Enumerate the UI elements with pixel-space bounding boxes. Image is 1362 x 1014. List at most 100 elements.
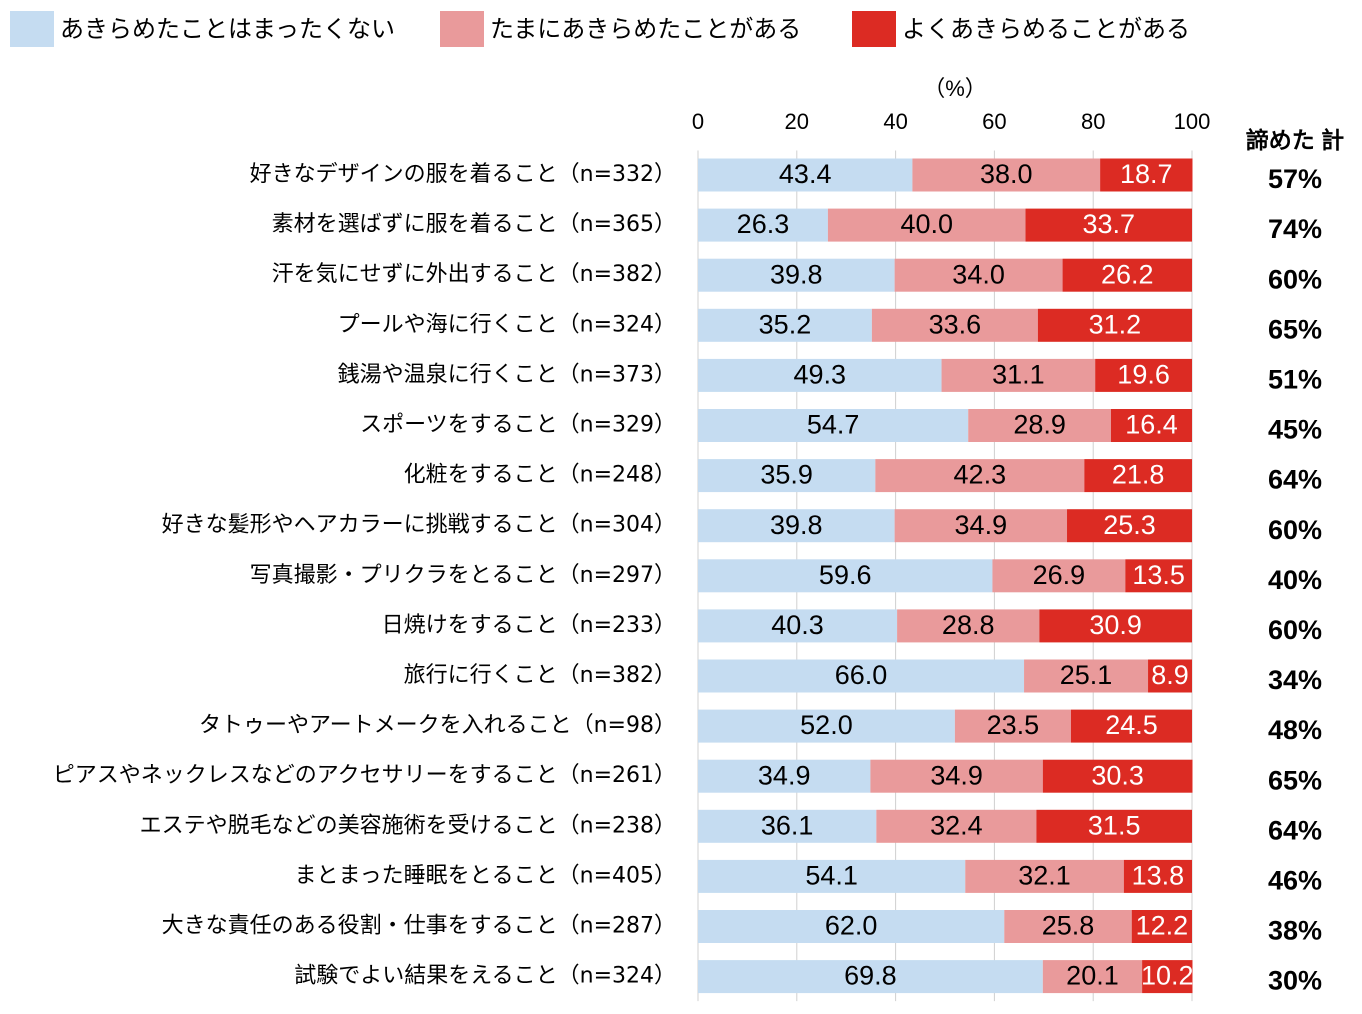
bar-segment bbox=[968, 409, 1111, 442]
bar-segment bbox=[1024, 659, 1149, 693]
category-label: エステや脱毛などの美容施術を受けること（n=238） bbox=[140, 813, 676, 838]
bar-segment bbox=[698, 609, 898, 643]
total-title: 諦めた 計 bbox=[1246, 127, 1344, 153]
data-label: 35.2 bbox=[759, 309, 812, 339]
bar-segment bbox=[698, 759, 871, 793]
data-label: 30.3 bbox=[1091, 760, 1144, 790]
bar-segment bbox=[698, 859, 966, 893]
bar-segment bbox=[1110, 409, 1192, 442]
category-label: 汗を気にせずに外出すること（n=382） bbox=[272, 262, 676, 287]
bar-segment bbox=[698, 208, 828, 242]
data-label: 33.7 bbox=[1082, 209, 1135, 239]
total-label: 46% bbox=[1268, 866, 1322, 896]
bar-segment bbox=[1084, 459, 1192, 493]
data-label: 40.0 bbox=[900, 209, 953, 239]
data-label: 38.0 bbox=[980, 159, 1033, 189]
total-label: 64% bbox=[1268, 815, 1322, 845]
bar-segment bbox=[1131, 910, 1192, 943]
bar-segment bbox=[1123, 859, 1192, 893]
data-label: 34.9 bbox=[955, 510, 1008, 540]
category-label: 好きなデザインの服を着ること（n=332） bbox=[250, 162, 676, 187]
data-label: 19.6 bbox=[1117, 360, 1170, 390]
legend-swatch bbox=[10, 11, 54, 47]
data-label: 34.9 bbox=[930, 760, 983, 790]
legend-label: よくあきらめることがある bbox=[902, 15, 1190, 43]
data-label: 32.4 bbox=[930, 810, 983, 840]
data-label: 39.8 bbox=[770, 259, 823, 289]
bar-segment bbox=[1148, 659, 1192, 693]
x-tick-label: 0 bbox=[692, 109, 704, 134]
data-label: 62.0 bbox=[825, 911, 878, 941]
data-label: 33.6 bbox=[929, 309, 982, 339]
category-label: タトゥーやアートメークを入れること（n=98） bbox=[199, 713, 676, 738]
bar-segment bbox=[698, 559, 993, 593]
data-label: 31.1 bbox=[992, 360, 1045, 390]
bar-segment bbox=[1062, 258, 1192, 292]
legend-swatch bbox=[852, 11, 896, 47]
total-label: 60% bbox=[1268, 264, 1322, 294]
bar-segment bbox=[1095, 358, 1192, 392]
data-label: 25.3 bbox=[1103, 510, 1156, 540]
data-label: 49.3 bbox=[793, 360, 846, 390]
bar-segment bbox=[1036, 809, 1192, 843]
total-label: 40% bbox=[1268, 565, 1322, 595]
bar-segment bbox=[894, 258, 1063, 292]
category-label: 化粧をすること（n=248） bbox=[404, 463, 676, 488]
data-label: 26.3 bbox=[737, 209, 790, 239]
category-label: 素材を選ばずに服を着ること（n=365） bbox=[272, 212, 676, 237]
total-label: 60% bbox=[1268, 515, 1322, 545]
legend-label: あきらめたことはまったくない bbox=[60, 15, 395, 43]
data-label: 26.2 bbox=[1101, 259, 1154, 289]
bar-segment bbox=[698, 158, 913, 192]
data-label: 36.1 bbox=[761, 810, 814, 840]
x-tick-label: 80 bbox=[1081, 109, 1105, 134]
data-label: 16.4 bbox=[1125, 410, 1178, 440]
bar-segment bbox=[698, 509, 895, 543]
category-label: まとまった睡眠をとること（n=405） bbox=[295, 863, 677, 888]
total-label: 65% bbox=[1268, 314, 1322, 344]
category-label: 好きな髪形やヘアカラーに挑戦すること（n=304） bbox=[162, 513, 676, 538]
total-label: 34% bbox=[1268, 665, 1322, 695]
category-label: 試験でよい結果をえること（n=324） bbox=[294, 964, 676, 989]
bar-segment bbox=[894, 509, 1068, 543]
data-label: 13.8 bbox=[1132, 861, 1185, 891]
data-label: 28.9 bbox=[1013, 410, 1066, 440]
x-tick-label: 100 bbox=[1174, 109, 1211, 134]
total-label: 57% bbox=[1268, 164, 1322, 194]
bar-segment bbox=[1142, 960, 1193, 994]
data-label: 20.1 bbox=[1066, 961, 1119, 991]
bar-segment bbox=[1039, 609, 1192, 643]
total-label: 45% bbox=[1268, 415, 1322, 445]
bar-segment bbox=[1070, 709, 1192, 743]
bar-segment bbox=[698, 709, 955, 743]
data-label: 31.5 bbox=[1088, 810, 1141, 840]
total-label: 38% bbox=[1268, 916, 1322, 946]
bar-segment bbox=[1067, 509, 1192, 543]
data-label: 30.9 bbox=[1089, 610, 1142, 640]
total-label: 64% bbox=[1268, 465, 1322, 495]
data-label: 25.8 bbox=[1042, 911, 1095, 941]
category-label: 旅行に行くこと（n=382） bbox=[404, 663, 676, 688]
data-label: 26.9 bbox=[1033, 560, 1086, 590]
data-label: 66.0 bbox=[835, 660, 888, 690]
data-label: 10.2 bbox=[1141, 961, 1194, 991]
total-label: 30% bbox=[1268, 966, 1322, 996]
data-label: 13.5 bbox=[1132, 560, 1185, 590]
bar-segment bbox=[992, 559, 1126, 593]
data-label: 12.2 bbox=[1136, 911, 1189, 941]
bar-segment bbox=[698, 459, 876, 493]
bar-segment bbox=[1100, 158, 1193, 192]
total-label: 74% bbox=[1268, 214, 1322, 244]
bar-segment bbox=[1037, 308, 1192, 342]
unit-label: （%） bbox=[923, 76, 987, 101]
data-label: 8.9 bbox=[1151, 660, 1189, 690]
bar-segment bbox=[1042, 759, 1193, 793]
bar-segment bbox=[870, 759, 1043, 793]
data-label: 39.8 bbox=[770, 510, 823, 540]
data-label: 23.5 bbox=[987, 710, 1040, 740]
category-label: ピアスやネックレスなどのアクセサリーをすること（n=261） bbox=[53, 763, 676, 788]
data-label: 18.7 bbox=[1120, 159, 1173, 189]
data-label: 42.3 bbox=[954, 460, 1007, 490]
bar-segment bbox=[698, 409, 969, 442]
